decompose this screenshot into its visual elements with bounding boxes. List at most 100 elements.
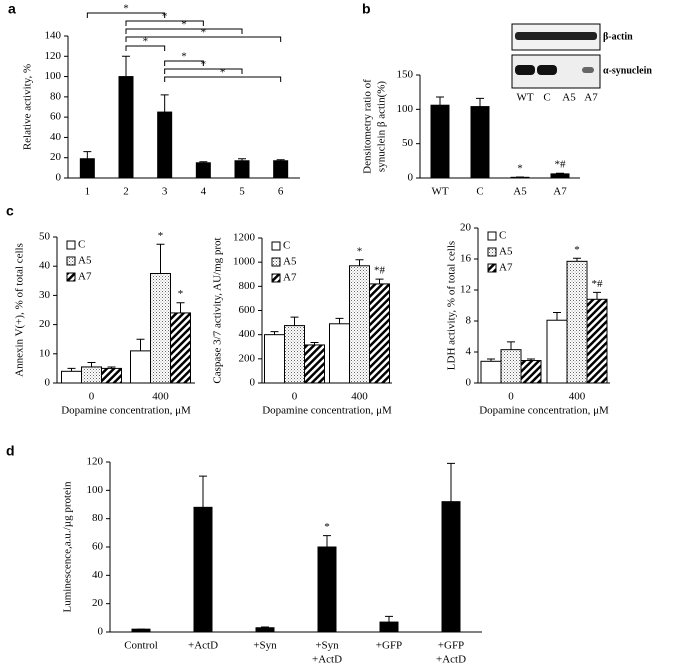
error-bar xyxy=(290,316,299,326)
bar xyxy=(546,319,568,384)
significance-label: *# xyxy=(555,159,567,171)
legend-label: A5 xyxy=(283,256,297,268)
x-tick-label: 5 xyxy=(239,186,245,198)
error-bar xyxy=(199,475,207,508)
x-tick-label: 4 xyxy=(201,186,207,198)
legend-swatch xyxy=(271,257,281,267)
error-bar xyxy=(375,278,384,284)
bar xyxy=(157,111,173,179)
y-tick-label: 120 xyxy=(45,50,62,62)
legend-label: A7 xyxy=(78,271,92,283)
legend-label: A7 xyxy=(499,262,513,274)
error-bar xyxy=(276,159,285,161)
y-axis-label: synuclein β actin(%) xyxy=(376,81,388,172)
significance-label: * xyxy=(178,288,184,300)
y-axis-label: Caspase 3/7 activity, AU/mg prot xyxy=(212,237,224,383)
bar xyxy=(566,260,588,384)
significance-label: *# xyxy=(592,278,604,290)
legend-label: A5 xyxy=(499,246,513,258)
significance-bracket xyxy=(125,20,204,26)
legend-swatch xyxy=(66,256,76,266)
error-bar xyxy=(261,626,269,628)
legend-swatch xyxy=(271,241,281,251)
x-tick-label: WT xyxy=(431,186,448,198)
bar xyxy=(130,350,151,384)
y-tick-label: 60 xyxy=(50,111,62,123)
bar xyxy=(193,506,213,633)
y-tick-label: 8 xyxy=(466,315,472,327)
blot-lane-label: A5 xyxy=(562,92,576,104)
blot-inset xyxy=(511,23,601,89)
bar xyxy=(379,621,399,633)
legend-label: C xyxy=(78,239,85,251)
y-tick-label: 4 xyxy=(466,346,472,358)
significance-bracket xyxy=(125,28,243,34)
x-axis-label: Dopamine concentration, μM xyxy=(262,405,392,417)
x-tick-label: +Syn xyxy=(315,640,339,652)
x-tick-label: A5 xyxy=(513,186,527,198)
y-tick-label: 0 xyxy=(250,377,256,389)
error-bar xyxy=(238,158,246,161)
y-tick-label: 20 xyxy=(92,597,104,609)
y-tick-label: 12 xyxy=(460,284,471,296)
y-tick-label: 0 xyxy=(466,377,472,389)
x-axis-label: Dopamine concentration, μM xyxy=(61,405,191,417)
legend-swatch xyxy=(66,240,76,250)
x-tick-label: 2 xyxy=(123,186,129,198)
legend-swatch xyxy=(487,231,497,241)
bar xyxy=(234,160,250,179)
error-bar xyxy=(199,161,208,163)
significance-bracket xyxy=(125,36,282,42)
legend-swatch xyxy=(487,247,497,257)
blot-band xyxy=(537,65,557,75)
bar xyxy=(195,162,211,179)
bar xyxy=(273,160,289,179)
y-axis-label: Luminescence,a.u./µg protein xyxy=(62,481,74,612)
error-bar xyxy=(156,243,165,274)
significance-label: * xyxy=(357,245,363,257)
y-tick-label: 200 xyxy=(239,352,256,364)
blot-band xyxy=(582,67,594,73)
blot-band-label: α-synuclein xyxy=(603,65,652,76)
legend-label: A5 xyxy=(78,255,92,267)
legend-swatch xyxy=(487,263,497,273)
significance-label: * xyxy=(201,27,207,39)
bar xyxy=(304,344,325,384)
y-tick-label: 0 xyxy=(56,172,62,184)
error-bar xyxy=(447,462,455,502)
legend-label: C xyxy=(499,230,506,242)
y-tick-label: 10 xyxy=(39,347,51,359)
legend-swatch xyxy=(66,272,76,282)
y-tick-label: 30 xyxy=(39,289,51,301)
y-tick-label: 600 xyxy=(239,304,256,316)
x-tick-label: 3 xyxy=(162,186,168,198)
error-bar xyxy=(556,172,564,174)
x-tick-label: +ActD xyxy=(188,640,218,652)
y-tick-label: 800 xyxy=(239,280,256,292)
y-tick-label: 40 xyxy=(39,260,51,272)
significance-label: * xyxy=(574,244,580,256)
y-tick-label: 16 xyxy=(460,253,472,265)
error-bar xyxy=(335,317,344,324)
bar xyxy=(61,370,82,384)
panel-label: d xyxy=(6,443,15,459)
significance-bracket xyxy=(164,76,282,82)
y-tick-label: 60 xyxy=(92,541,104,553)
error-bar xyxy=(476,97,484,107)
significance-label: * xyxy=(162,11,168,23)
error-bar xyxy=(436,96,444,106)
x-tick-label: C xyxy=(476,186,483,198)
y-tick-label: 140 xyxy=(45,30,62,42)
error-bar xyxy=(310,342,319,345)
x-tick-label: A7 xyxy=(553,186,567,198)
x-tick-label: 0 xyxy=(89,391,95,403)
y-axis-label: Annexin V(+), % of total cells xyxy=(14,243,26,377)
y-tick-label: 1000 xyxy=(233,256,256,268)
error-bar xyxy=(87,362,96,367)
x-tick-label: 1 xyxy=(85,186,91,198)
significance-label: * xyxy=(181,51,187,63)
y-tick-label: 50 xyxy=(402,137,414,149)
y-tick-label: 20 xyxy=(460,222,472,234)
y-tick-label: 100 xyxy=(397,103,414,115)
blot-band-label: β-actin xyxy=(603,31,633,42)
